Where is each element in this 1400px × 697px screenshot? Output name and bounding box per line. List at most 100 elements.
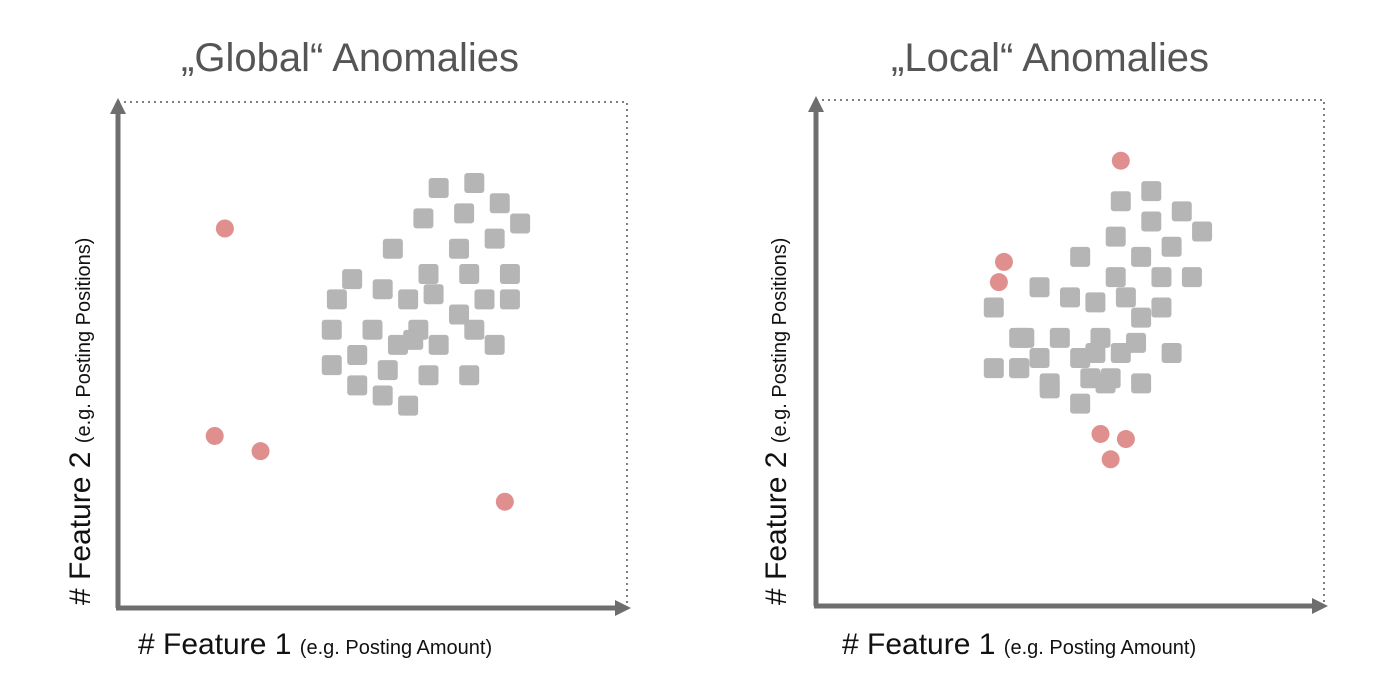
normal-point xyxy=(1110,343,1131,363)
normal-point xyxy=(484,228,505,249)
normal-point xyxy=(1039,378,1060,399)
normal-point xyxy=(1029,348,1050,369)
plot-frame xyxy=(816,99,1325,606)
scatter-plot-global xyxy=(110,98,631,616)
normal-point xyxy=(413,208,434,229)
normal-point xyxy=(362,319,383,340)
y-axis-arrow-icon xyxy=(808,96,824,112)
normal-point xyxy=(1131,307,1152,328)
normal-point xyxy=(499,264,520,285)
normal-point xyxy=(347,375,368,396)
local-anomalies-panel: „Local“ Anomalies # Feature 1 (e.g. Post… xyxy=(700,0,1400,697)
normal-point xyxy=(1049,327,1070,348)
anomaly-point xyxy=(1111,151,1130,170)
normal-point xyxy=(1095,373,1116,394)
normal-point xyxy=(1060,287,1080,308)
y-axis-label: # Feature 2 (e.g. Posting Positions) xyxy=(64,238,98,605)
normal-point xyxy=(459,365,480,386)
normal-point xyxy=(372,385,393,406)
normal-point xyxy=(1151,267,1172,288)
normal-point xyxy=(1181,267,1202,288)
normal-point xyxy=(464,319,485,340)
normal-point xyxy=(377,360,398,381)
normal-point xyxy=(321,319,342,340)
y-axis-title: # Feature 2 xyxy=(760,451,793,605)
anomaly-point xyxy=(205,426,224,445)
x-axis-note: (e.g. Posting Amount) xyxy=(1003,637,1197,659)
x-axis-label: # Feature 1 (e.g. Posting Amount) xyxy=(842,628,1196,662)
normal-point xyxy=(398,289,419,310)
anomaly-point xyxy=(1116,430,1135,449)
normal-point xyxy=(418,264,439,285)
normal-point xyxy=(1029,277,1050,298)
normal-point xyxy=(382,238,403,259)
normal-point xyxy=(489,193,510,214)
normal-point xyxy=(1171,201,1192,222)
normal-point xyxy=(1115,287,1136,308)
normal-point xyxy=(983,358,1004,379)
y-axis-title: # Feature 2 xyxy=(64,451,97,605)
normal-point xyxy=(1090,327,1111,348)
normal-point xyxy=(321,355,342,376)
anomaly-point xyxy=(989,273,1008,292)
x-axis-arrow-icon xyxy=(1312,598,1328,614)
y-axis-label: # Feature 2 (e.g. Posting Positions) xyxy=(760,238,794,605)
normal-point xyxy=(1161,343,1182,363)
normal-point xyxy=(342,269,363,290)
anomaly-point xyxy=(215,219,234,238)
normal-point xyxy=(428,334,449,355)
normal-point xyxy=(1105,226,1126,247)
normal-point xyxy=(418,365,439,386)
y-axis-note: (e.g. Posting Positions) xyxy=(769,237,791,444)
y-axis-arrow-icon xyxy=(110,98,126,114)
anomaly-point xyxy=(994,252,1013,271)
anomaly-point xyxy=(251,442,270,461)
x-axis-label: # Feature 1 (e.g. Posting Amount) xyxy=(138,628,492,662)
normal-point xyxy=(403,329,424,350)
normal-point xyxy=(1141,181,1162,202)
normal-point xyxy=(449,238,470,259)
normal-point xyxy=(459,264,480,285)
anomaly-point xyxy=(1101,450,1120,469)
normal-point xyxy=(1070,393,1091,414)
x-axis-note: (e.g. Posting Amount) xyxy=(299,637,493,659)
normal-point xyxy=(1085,292,1106,313)
scatter-plot-local xyxy=(808,96,1328,614)
y-axis-note: (e.g. Posting Positions) xyxy=(73,237,95,444)
normal-point xyxy=(1126,332,1147,353)
x-axis-title: # Feature 1 xyxy=(842,628,996,661)
normal-point xyxy=(474,289,495,310)
normal-point xyxy=(454,203,475,224)
normal-point xyxy=(464,172,485,193)
normal-point xyxy=(1085,343,1106,363)
chart-title: „Local“ Anomalies xyxy=(891,36,1209,80)
anomaly-point xyxy=(1091,424,1110,443)
global-anomalies-panel: „Global“ Anomalies # Feature 1 (e.g. Pos… xyxy=(64,36,631,662)
normal-point xyxy=(1131,373,1152,394)
normal-point xyxy=(1110,191,1131,212)
normal-point xyxy=(1105,267,1126,288)
x-axis-title: # Feature 1 xyxy=(138,628,292,661)
anomaly-point xyxy=(495,492,514,511)
normal-point xyxy=(1141,211,1162,232)
normal-point xyxy=(387,334,408,355)
normal-point xyxy=(1009,327,1030,348)
normal-point xyxy=(372,279,393,300)
normal-point xyxy=(428,178,449,199)
normal-point xyxy=(1070,348,1091,369)
normal-point xyxy=(449,304,470,325)
normal-point xyxy=(1009,358,1030,379)
chart-title: „Global“ Anomalies xyxy=(181,36,519,80)
normal-point xyxy=(326,289,347,310)
normal-point xyxy=(1192,221,1213,242)
normal-point xyxy=(398,395,419,416)
normal-point xyxy=(1070,246,1091,267)
normal-point xyxy=(510,213,531,234)
normal-point xyxy=(1161,236,1182,257)
normal-point xyxy=(1131,246,1152,267)
normal-point xyxy=(484,334,505,355)
normal-point xyxy=(347,345,368,365)
plot-frame xyxy=(118,101,628,608)
normal-point xyxy=(1080,368,1101,389)
normal-point xyxy=(983,297,1004,318)
